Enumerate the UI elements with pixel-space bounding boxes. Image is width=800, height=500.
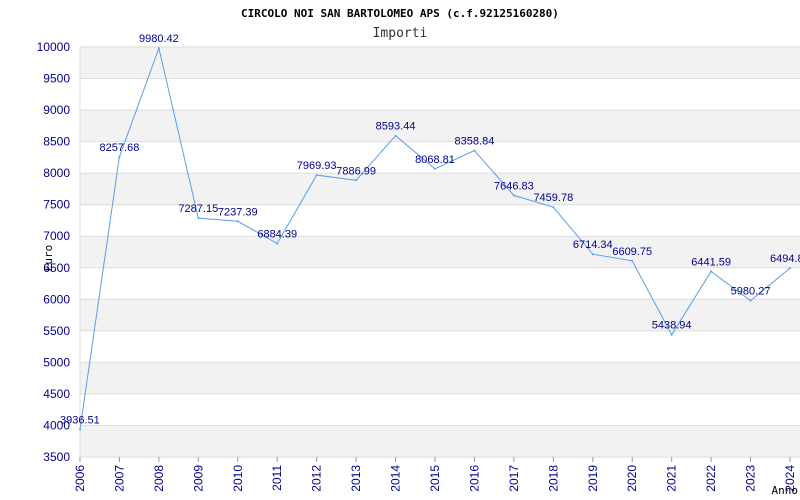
grid-bands (80, 47, 800, 457)
y-axis-label: Euro (42, 245, 55, 272)
data-label: 6441.59 (691, 256, 731, 268)
x-tick-label: 2009 (191, 465, 205, 492)
grid-band (80, 425, 800, 457)
x-tick-label: 2011 (270, 465, 284, 491)
y-tick-label: 9500 (43, 72, 70, 86)
data-point (355, 179, 358, 182)
x-tick-label: 2007 (112, 465, 126, 492)
data-point (315, 174, 318, 177)
y-tick-label: 9000 (43, 103, 70, 117)
grid-band (80, 173, 800, 205)
data-label: 5438.94 (652, 320, 692, 332)
grid-band (80, 110, 800, 142)
data-point (394, 134, 397, 137)
data-label: 7886.99 (336, 165, 376, 177)
x-tick-label: 2019 (586, 465, 600, 492)
data-label: 7237.39 (218, 206, 258, 218)
y-tick-label: 10000 (37, 40, 71, 54)
x-tick-label: 2015 (428, 465, 442, 492)
grid-band (80, 299, 800, 331)
chart-subtitle: Importi (373, 26, 428, 41)
data-point (118, 155, 121, 158)
data-label: 3936.51 (60, 414, 100, 426)
y-tick-label: 4500 (43, 387, 70, 401)
data-label: 6714.34 (573, 239, 613, 251)
data-point (79, 428, 81, 431)
chart-title: CIRCOLO NOI SAN BARTOLOMEO APS (c.f.9212… (241, 7, 559, 20)
data-point (670, 333, 673, 336)
data-point (710, 270, 713, 273)
data-label: 7459.78 (533, 192, 573, 204)
data-labels: 3936.51 8257.68 9980.42 7287.15 7237.39 6884.… (60, 33, 800, 426)
y-tick-label: 5500 (43, 324, 70, 338)
y-tick-label: 7500 (43, 198, 70, 212)
y-tick-label: 6000 (43, 292, 70, 306)
x-tick-label: 2014 (389, 465, 403, 492)
data-point (631, 259, 634, 262)
y-tick-label: 4000 (43, 418, 70, 432)
data-point (749, 299, 752, 302)
x-tick-label: 2012 (310, 465, 324, 492)
data-label: 7969.93 (297, 160, 337, 172)
y-tick-label: 8500 (43, 135, 70, 149)
x-tick-label: 2008 (152, 465, 166, 492)
data-point (591, 253, 594, 256)
x-tick-label: 2020 (625, 465, 639, 492)
y-tick-label: 5000 (43, 355, 70, 369)
y-tick-label: 8000 (43, 166, 70, 180)
data-point (276, 242, 279, 245)
data-label: 6494.8 (770, 253, 800, 265)
data-point (789, 267, 791, 270)
grid-band (80, 236, 800, 268)
data-label: 7287.15 (178, 203, 218, 215)
grid-lines (79, 46, 800, 458)
data-label: 5980.27 (731, 286, 771, 298)
x-tick-label: 2017 (507, 465, 521, 492)
data-label: 7646.83 (494, 180, 534, 192)
data-point (157, 47, 160, 50)
x-tick-label: 2006 (73, 465, 87, 492)
data-label: 6609.75 (612, 246, 652, 258)
data-point (512, 194, 515, 197)
data-label: 8593.44 (376, 121, 416, 133)
y-tick-label: 3500 (43, 450, 70, 464)
y-axis-ticks: 3500 4000 4500 5000 5500 6000 6500 7000 7500 8000… (37, 40, 71, 464)
x-tick-label: 2016 (467, 465, 481, 492)
data-point (434, 167, 436, 170)
series-line (79, 46, 791, 431)
data-label: 8257.68 (100, 142, 140, 154)
data-label: 9980.42 (139, 33, 179, 45)
x-axis-label: Anno (772, 484, 799, 497)
x-tick-label: 2023 (744, 465, 758, 492)
grid-band (80, 362, 800, 394)
data-point (552, 206, 555, 209)
x-tick-label: 2010 (231, 465, 245, 492)
x-tick-label: 2022 (704, 465, 718, 492)
x-tick-label: 2018 (546, 465, 560, 492)
data-point (236, 220, 239, 223)
y-tick-label: 7000 (43, 229, 70, 243)
x-tick-label: 2013 (349, 465, 363, 492)
x-axis-ticks: 2006 2007 2008 2009 2010 2011 2012 2013 2014 2015… (73, 457, 797, 492)
data-point (473, 149, 476, 152)
y-tick-label: 6500 (43, 261, 70, 275)
grid-band (80, 47, 800, 79)
data-point (197, 217, 200, 220)
x-tick-label: 2024 (783, 465, 797, 492)
data-label: 8068.81 (415, 154, 455, 166)
x-tick-label: 2021 (665, 465, 679, 492)
data-label: 8358.84 (455, 136, 495, 148)
data-label: 6884.39 (257, 229, 297, 241)
